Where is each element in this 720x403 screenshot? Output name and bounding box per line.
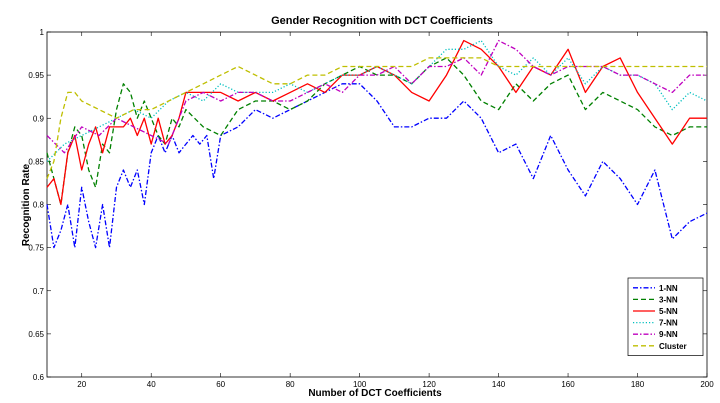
series-line-5-nn bbox=[46, 39, 707, 206]
legend-entry: 5-NN bbox=[659, 307, 678, 316]
legend-entry: 3-NN bbox=[659, 295, 678, 304]
y-tick-label: 0.85 bbox=[28, 157, 44, 166]
x-tick-label: 100 bbox=[353, 380, 367, 389]
series-layer bbox=[46, 39, 708, 249]
y-tick-label: 0.7 bbox=[33, 287, 45, 296]
x-tick-label: 120 bbox=[422, 380, 436, 389]
chart-title: Gender Recognition with DCT Coefficients bbox=[271, 15, 493, 27]
y-tick-label: 0.95 bbox=[28, 71, 44, 80]
legend-entry: Cluster bbox=[659, 342, 687, 351]
x-tick-label: 20 bbox=[77, 380, 86, 389]
y-tick-label: 0.8 bbox=[33, 201, 45, 210]
x-tick-label: 80 bbox=[286, 380, 295, 389]
series-line-1-nn bbox=[46, 83, 708, 249]
legend: 1-NN 3-NN 5-NN 7-NN 9-NN Cluster bbox=[627, 277, 704, 356]
axes: 20 40 60 80 100 120 140 160 180 200 0.6 0.65 0.7 0.75… bbox=[28, 28, 714, 389]
y-tick-label: 1 bbox=[40, 28, 45, 37]
y-tick-label: 0.6 bbox=[33, 373, 45, 382]
plot-area bbox=[46, 31, 708, 378]
x-tick-label: 60 bbox=[216, 380, 225, 389]
y-tick-label: 0.65 bbox=[28, 330, 44, 339]
legend-box bbox=[627, 277, 704, 356]
legend-entry: 1-NN bbox=[659, 284, 678, 293]
legend-entry: 9-NN bbox=[659, 330, 678, 339]
x-tick-label: 200 bbox=[700, 380, 714, 389]
x-tick-label: 40 bbox=[147, 380, 156, 389]
y-tick-label: 0.75 bbox=[28, 244, 44, 253]
x-tick-label: 140 bbox=[492, 380, 506, 389]
y-axis-label: Recognition Rate bbox=[21, 163, 32, 246]
x-axis-label: Number of DCT Coefficients bbox=[308, 388, 442, 399]
x-tick-label: 160 bbox=[561, 380, 575, 389]
x-tick-label: 180 bbox=[631, 380, 645, 389]
series-line-cluster bbox=[46, 57, 707, 179]
legend-entry: 7-NN bbox=[659, 319, 678, 328]
y-tick-label: 0.9 bbox=[33, 114, 45, 123]
